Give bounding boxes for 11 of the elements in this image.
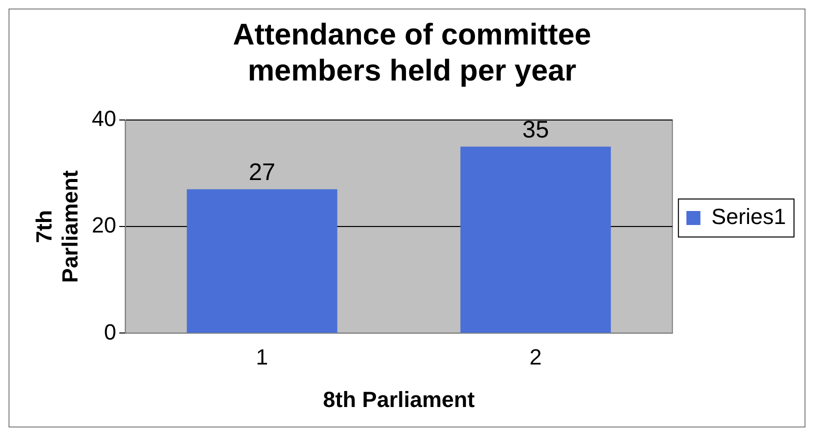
y-tick-label: 40 [92, 106, 116, 132]
y-tick-label: 20 [92, 212, 116, 238]
y-axis-title: 7th Parliament [31, 170, 83, 283]
x-axis-title: 8th Parliament [323, 386, 476, 412]
y-tick-label: 0 [104, 319, 116, 344]
data-label: 35 [522, 116, 549, 144]
x-tick-label: 1 [256, 344, 268, 370]
x-tick-label: 2 [529, 344, 542, 370]
legend-label: Series1 [711, 204, 786, 230]
data-label: 27 [248, 158, 276, 186]
chart-title: Attendance of committee members held per year [232, 18, 592, 88]
